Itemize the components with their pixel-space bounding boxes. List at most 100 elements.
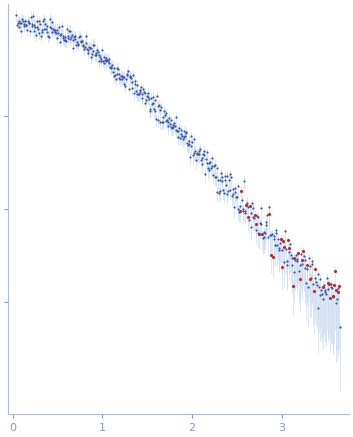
Point xyxy=(128,74,134,81)
Point xyxy=(69,32,75,39)
Point xyxy=(22,18,28,25)
Point xyxy=(274,227,279,234)
Point xyxy=(331,282,337,289)
Point xyxy=(238,207,243,214)
Point xyxy=(209,155,215,162)
Point xyxy=(219,177,225,184)
Point xyxy=(202,151,207,158)
Point xyxy=(33,32,39,39)
Point xyxy=(17,20,23,27)
Point xyxy=(196,147,202,154)
Point xyxy=(226,177,232,184)
Point xyxy=(22,21,27,28)
Point xyxy=(208,164,214,171)
Point xyxy=(193,157,199,164)
Point xyxy=(273,229,279,236)
Point xyxy=(63,38,69,45)
Point xyxy=(91,48,96,55)
Point xyxy=(139,94,145,101)
Point xyxy=(56,24,62,31)
Point xyxy=(195,150,200,157)
Point xyxy=(275,236,281,243)
Point xyxy=(113,75,119,82)
Point xyxy=(166,114,172,121)
Point xyxy=(60,32,65,39)
Point xyxy=(145,94,150,101)
Point xyxy=(264,211,270,218)
Point xyxy=(330,293,335,300)
Point xyxy=(239,197,245,204)
Point xyxy=(313,278,319,285)
Point xyxy=(143,96,149,103)
Point xyxy=(330,294,336,301)
Point xyxy=(276,246,282,253)
Point xyxy=(257,219,263,226)
Point xyxy=(39,26,44,33)
Point xyxy=(309,260,315,267)
Point xyxy=(213,173,219,180)
Point xyxy=(179,133,185,140)
Point xyxy=(98,57,104,64)
Point xyxy=(292,255,297,262)
Point xyxy=(99,47,105,54)
Point xyxy=(93,52,98,59)
Point xyxy=(84,46,90,53)
Point xyxy=(300,257,305,264)
Point xyxy=(246,217,252,224)
Point xyxy=(145,89,151,96)
Point xyxy=(114,65,119,72)
Point xyxy=(215,177,221,184)
Point xyxy=(37,30,42,37)
Point xyxy=(173,114,178,121)
Point xyxy=(322,289,328,296)
Point xyxy=(310,280,316,287)
Point xyxy=(87,44,93,51)
Point xyxy=(47,24,52,31)
Point xyxy=(144,92,150,99)
Point xyxy=(294,255,300,262)
Point xyxy=(199,160,204,167)
Point xyxy=(53,28,58,35)
Point xyxy=(325,285,330,292)
Point xyxy=(315,271,321,277)
Point xyxy=(163,117,169,124)
Point xyxy=(282,228,288,235)
Point xyxy=(66,27,72,34)
Point xyxy=(216,189,222,196)
Point xyxy=(71,34,77,41)
Point xyxy=(13,12,19,19)
Point xyxy=(202,170,208,177)
Point xyxy=(46,33,52,40)
Point xyxy=(291,268,297,275)
Point xyxy=(267,211,272,218)
Point xyxy=(152,97,157,104)
Point xyxy=(207,159,213,166)
Point xyxy=(223,181,229,188)
Point xyxy=(278,236,283,243)
Point xyxy=(114,70,120,77)
Point xyxy=(154,93,160,100)
Point xyxy=(40,29,45,36)
Point xyxy=(152,108,158,115)
Point xyxy=(184,129,189,136)
Point xyxy=(261,229,266,236)
Point xyxy=(94,49,99,56)
Point xyxy=(31,21,36,28)
Point xyxy=(308,274,314,281)
Point xyxy=(185,142,191,149)
Point xyxy=(102,56,108,63)
Point xyxy=(271,236,277,243)
Point xyxy=(142,100,148,107)
Point xyxy=(107,59,112,66)
Point xyxy=(25,18,31,25)
Point xyxy=(334,296,340,303)
Point xyxy=(111,73,116,80)
Point xyxy=(176,125,182,132)
Point xyxy=(292,257,298,264)
Point xyxy=(186,141,192,148)
Point xyxy=(248,209,253,216)
Point xyxy=(293,252,299,259)
Point xyxy=(259,231,265,238)
Point xyxy=(121,80,127,87)
Point xyxy=(332,268,338,275)
